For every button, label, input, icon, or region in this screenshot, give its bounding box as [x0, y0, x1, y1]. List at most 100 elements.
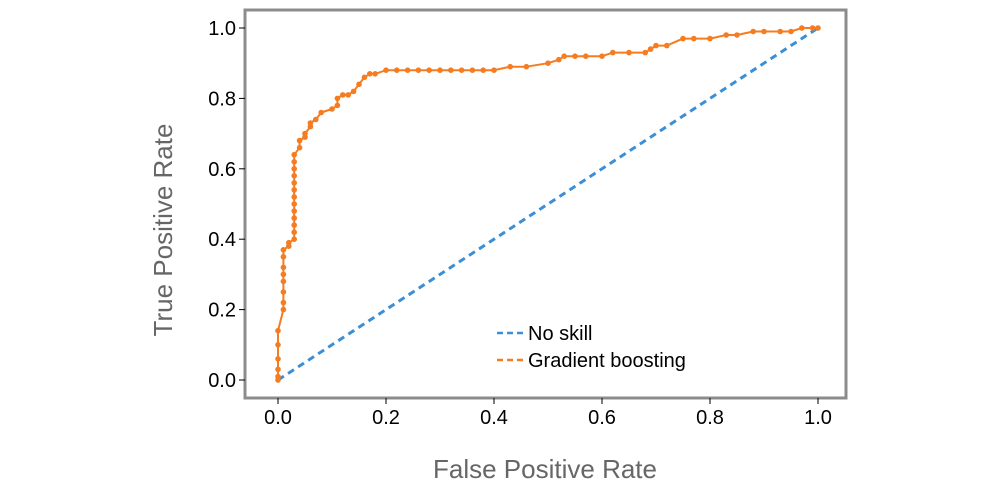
data-point-gradient-boosting: [394, 67, 400, 73]
data-point-gradient-boosting: [275, 356, 281, 362]
data-point-gradient-boosting: [707, 35, 713, 42]
y-tick-label: 1.0: [208, 18, 236, 40]
data-point-gradient-boosting: [653, 42, 659, 49]
data-point-gradient-boosting: [318, 109, 325, 116]
data-point-gradient-boosting: [523, 63, 530, 70]
x-tick-label: 1.0: [804, 407, 832, 429]
data-point-gradient-boosting: [572, 53, 578, 59]
data-point-gradient-boosting: [458, 67, 465, 73]
y-tick-label: 0.6: [208, 159, 236, 181]
data-point-gradient-boosting: [280, 299, 287, 306]
y-tick-label: 0.2: [208, 300, 236, 322]
data-point-gradient-boosting: [583, 53, 589, 59]
data-point-gradient-boosting: [777, 28, 783, 35]
data-point-gradient-boosting: [647, 46, 654, 52]
data-point-gradient-boosting: [415, 67, 422, 73]
data-point-gradient-boosting: [291, 173, 298, 179]
y-axis-label: True Positive Rate: [148, 124, 178, 337]
data-point-gradient-boosting: [788, 28, 794, 35]
data-point-gradient-boosting: [664, 42, 670, 49]
data-point-gradient-boosting: [280, 264, 287, 271]
data-point-gradient-boosting: [280, 253, 287, 260]
y-tick-label: 0.0: [208, 370, 236, 392]
data-point-gradient-boosting: [367, 71, 373, 77]
y-tick-label: 0.4: [208, 229, 236, 251]
data-point-gradient-boosting: [556, 56, 562, 63]
data-point-gradient-boosting: [545, 60, 551, 66]
data-point-gradient-boosting: [561, 53, 567, 59]
data-point-gradient-boosting: [448, 67, 454, 73]
data-point-gradient-boosting: [302, 130, 308, 137]
data-point-gradient-boosting: [491, 67, 497, 73]
data-point-gradient-boosting: [610, 49, 616, 56]
data-point-gradient-boosting: [313, 116, 319, 123]
data-point-gradient-boosting: [383, 67, 389, 73]
data-point-gradient-boosting: [750, 28, 756, 35]
data-point-gradient-boosting: [291, 187, 298, 193]
x-tick-label: 0.0: [264, 407, 292, 429]
data-point-gradient-boosting: [626, 49, 632, 56]
data-point-gradient-boosting: [469, 67, 476, 73]
data-point-gradient-boosting: [334, 95, 341, 102]
legend-label-no-skill: No skill: [528, 323, 592, 345]
data-point-gradient-boosting: [275, 342, 281, 348]
data-point-gradient-boosting: [291, 194, 298, 200]
data-point-gradient-boosting: [372, 71, 379, 77]
x-tick-label: 0.6: [588, 407, 616, 429]
data-point-gradient-boosting: [275, 366, 281, 373]
data-point-gradient-boosting: [356, 81, 362, 88]
data-point-gradient-boosting: [723, 32, 729, 38]
data-point-gradient-boosting: [691, 35, 697, 42]
data-point-gradient-boosting: [275, 327, 281, 334]
data-point-gradient-boosting: [426, 67, 433, 73]
data-point-gradient-boosting: [507, 63, 513, 70]
data-point-gradient-boosting: [340, 92, 346, 98]
data-point-gradient-boosting: [291, 222, 298, 228]
y-axis-ticks: 0.0 0.2 0.4 0.6 0.8 1.0: [208, 18, 245, 392]
data-point-gradient-boosting: [275, 373, 281, 380]
data-point-gradient-boosting: [642, 49, 648, 56]
data-point-gradient-boosting: [307, 120, 314, 126]
data-point-gradient-boosting: [291, 159, 298, 165]
data-point-gradient-boosting: [291, 236, 298, 242]
data-point-gradient-boosting: [761, 28, 767, 35]
data-point-gradient-boosting: [280, 306, 287, 313]
data-point-gradient-boosting: [291, 151, 298, 158]
data-point-gradient-boosting: [345, 92, 352, 98]
x-axis-ticks: 0.0 0.2 0.4 0.6 0.8 1.0: [264, 398, 832, 429]
x-tick-label: 0.4: [480, 407, 508, 429]
data-point-gradient-boosting: [291, 215, 298, 221]
data-point-gradient-boosting: [280, 289, 287, 295]
data-point-gradient-boosting: [296, 144, 303, 151]
data-point-gradient-boosting: [291, 208, 298, 214]
data-point-gradient-boosting: [291, 201, 298, 207]
data-point-gradient-boosting: [361, 74, 368, 81]
x-tick-label: 0.2: [372, 407, 400, 429]
data-point-gradient-boosting: [280, 247, 287, 253]
data-point-gradient-boosting: [280, 278, 287, 285]
data-point-gradient-boosting: [350, 88, 357, 95]
legend: No skill Gradient boosting: [485, 318, 717, 378]
data-point-gradient-boosting: [734, 32, 740, 38]
data-point-gradient-boosting: [404, 67, 411, 73]
data-point-gradient-boosting: [329, 106, 335, 112]
data-point-gradient-boosting: [296, 137, 303, 144]
data-point-gradient-boosting: [799, 25, 805, 31]
legend-label-gradient-boosting: Gradient boosting: [528, 350, 686, 372]
series-layer: [275, 25, 821, 383]
y-tick-label: 0.8: [208, 88, 236, 110]
legend-box: [485, 318, 717, 378]
data-point-gradient-boosting: [599, 53, 605, 59]
x-tick-label: 0.8: [696, 407, 724, 429]
data-point-gradient-boosting: [815, 25, 821, 31]
data-point-gradient-boosting: [680, 35, 686, 42]
data-point-gradient-boosting: [291, 166, 298, 172]
data-point-gradient-boosting: [334, 102, 341, 109]
x-axis-label: False Positive Rate: [433, 454, 657, 484]
data-point-gradient-boosting: [291, 229, 298, 235]
data-point-gradient-boosting: [280, 271, 287, 278]
data-point-gradient-boosting: [437, 67, 443, 73]
data-point-gradient-boosting: [809, 25, 816, 31]
data-point-gradient-boosting: [286, 239, 292, 246]
